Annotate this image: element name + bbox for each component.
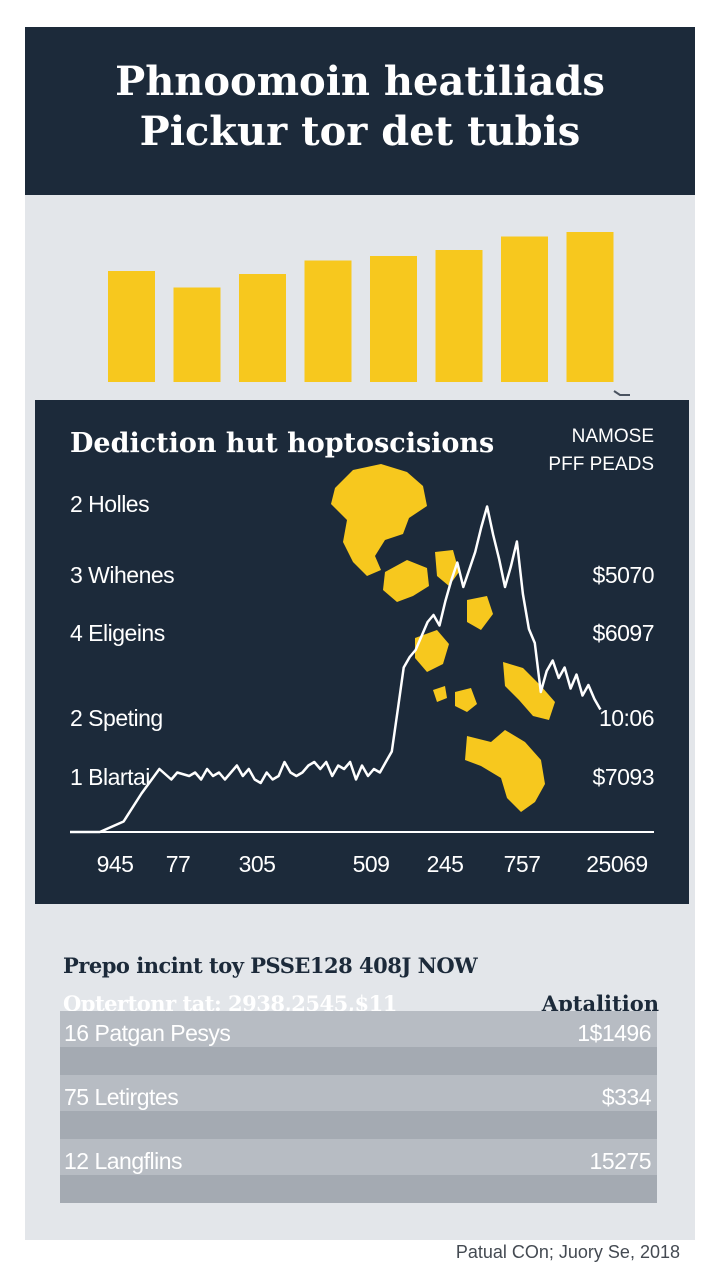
left-label: 1 Blartai — [70, 764, 150, 790]
x-tick-label: 509 — [353, 851, 390, 877]
left-label: 2 Holles — [70, 491, 149, 517]
row-value: $334 — [601, 1084, 652, 1110]
left-label: 4 Eligeins — [70, 620, 165, 646]
row-label: 12 Langflins — [64, 1148, 183, 1174]
right-label: $5070 — [593, 562, 654, 588]
series-line — [70, 505, 602, 834]
bar — [501, 236, 548, 382]
x-tick-label: 25069 — [586, 851, 647, 877]
bar — [304, 260, 352, 382]
right-label: $7093 — [593, 764, 654, 790]
x-tick-label: 305 — [239, 851, 276, 877]
x-tick-label: 245 — [427, 851, 464, 877]
title-line-2: Pickur tor det tubis — [139, 108, 581, 155]
x-tick-label: 945 — [97, 851, 134, 877]
right-label: 10:06 — [599, 705, 654, 731]
bar — [108, 271, 155, 382]
x-tick-label: 77 — [166, 851, 191, 877]
row-value: 1$1496 — [577, 1020, 651, 1046]
map-silhouette — [331, 464, 555, 812]
panel-texts: Dediction hut hoptoscisions NAMOSE PFF P… — [70, 426, 655, 877]
table-row: 12 Langflins 15275 — [60, 1139, 657, 1203]
bar — [435, 250, 483, 382]
row-value: 15275 — [589, 1148, 652, 1174]
bar — [370, 256, 417, 382]
line-chart: Dediction hut hoptoscisions NAMOSE PFF P… — [70, 426, 655, 877]
corner-arrow-mark — [613, 390, 630, 396]
row-label: 75 Letirgtes — [64, 1084, 179, 1110]
bar — [239, 274, 286, 382]
title-line-1: Phnoomoin heatiliads — [115, 58, 605, 105]
x-tick-label: 757 — [504, 851, 541, 877]
summary-line-1: Prepo incint toy PSSE128 408J NOW — [63, 953, 478, 978]
line-chart-panel: Dediction hut hoptoscisions NAMOSE PFF P… — [35, 400, 689, 904]
table-row: 75 Letirgtes $334 — [60, 1075, 657, 1139]
panel-title: Dediction hut hoptoscisions — [70, 428, 494, 459]
bar — [173, 287, 221, 382]
row-label: 16 Patgan Pesys — [64, 1020, 231, 1046]
infographic-poster: Phnoomoin heatiliads Pickur tor det tubi… — [25, 27, 695, 1240]
header-banner: Phnoomoin heatiliads Pickur tor det tubi… — [25, 27, 695, 195]
page-title: Phnoomoin heatiliads Pickur tor det tubi… — [25, 57, 695, 157]
legend-line-2: PFF PEADS — [548, 454, 654, 475]
footer-credit: Patual COn; Juory Se, 2018 — [455, 1242, 680, 1262]
left-label: 2 Speting — [70, 705, 163, 731]
legend-line-1: NAMOSE — [572, 426, 654, 447]
right-label: $6097 — [593, 620, 654, 646]
bar — [566, 232, 614, 382]
left-label: 3 Wihenes — [70, 562, 174, 588]
top-bar-chart — [108, 232, 630, 396]
table-row: 16 Patgan Pesys 1$1496 — [60, 1011, 657, 1075]
